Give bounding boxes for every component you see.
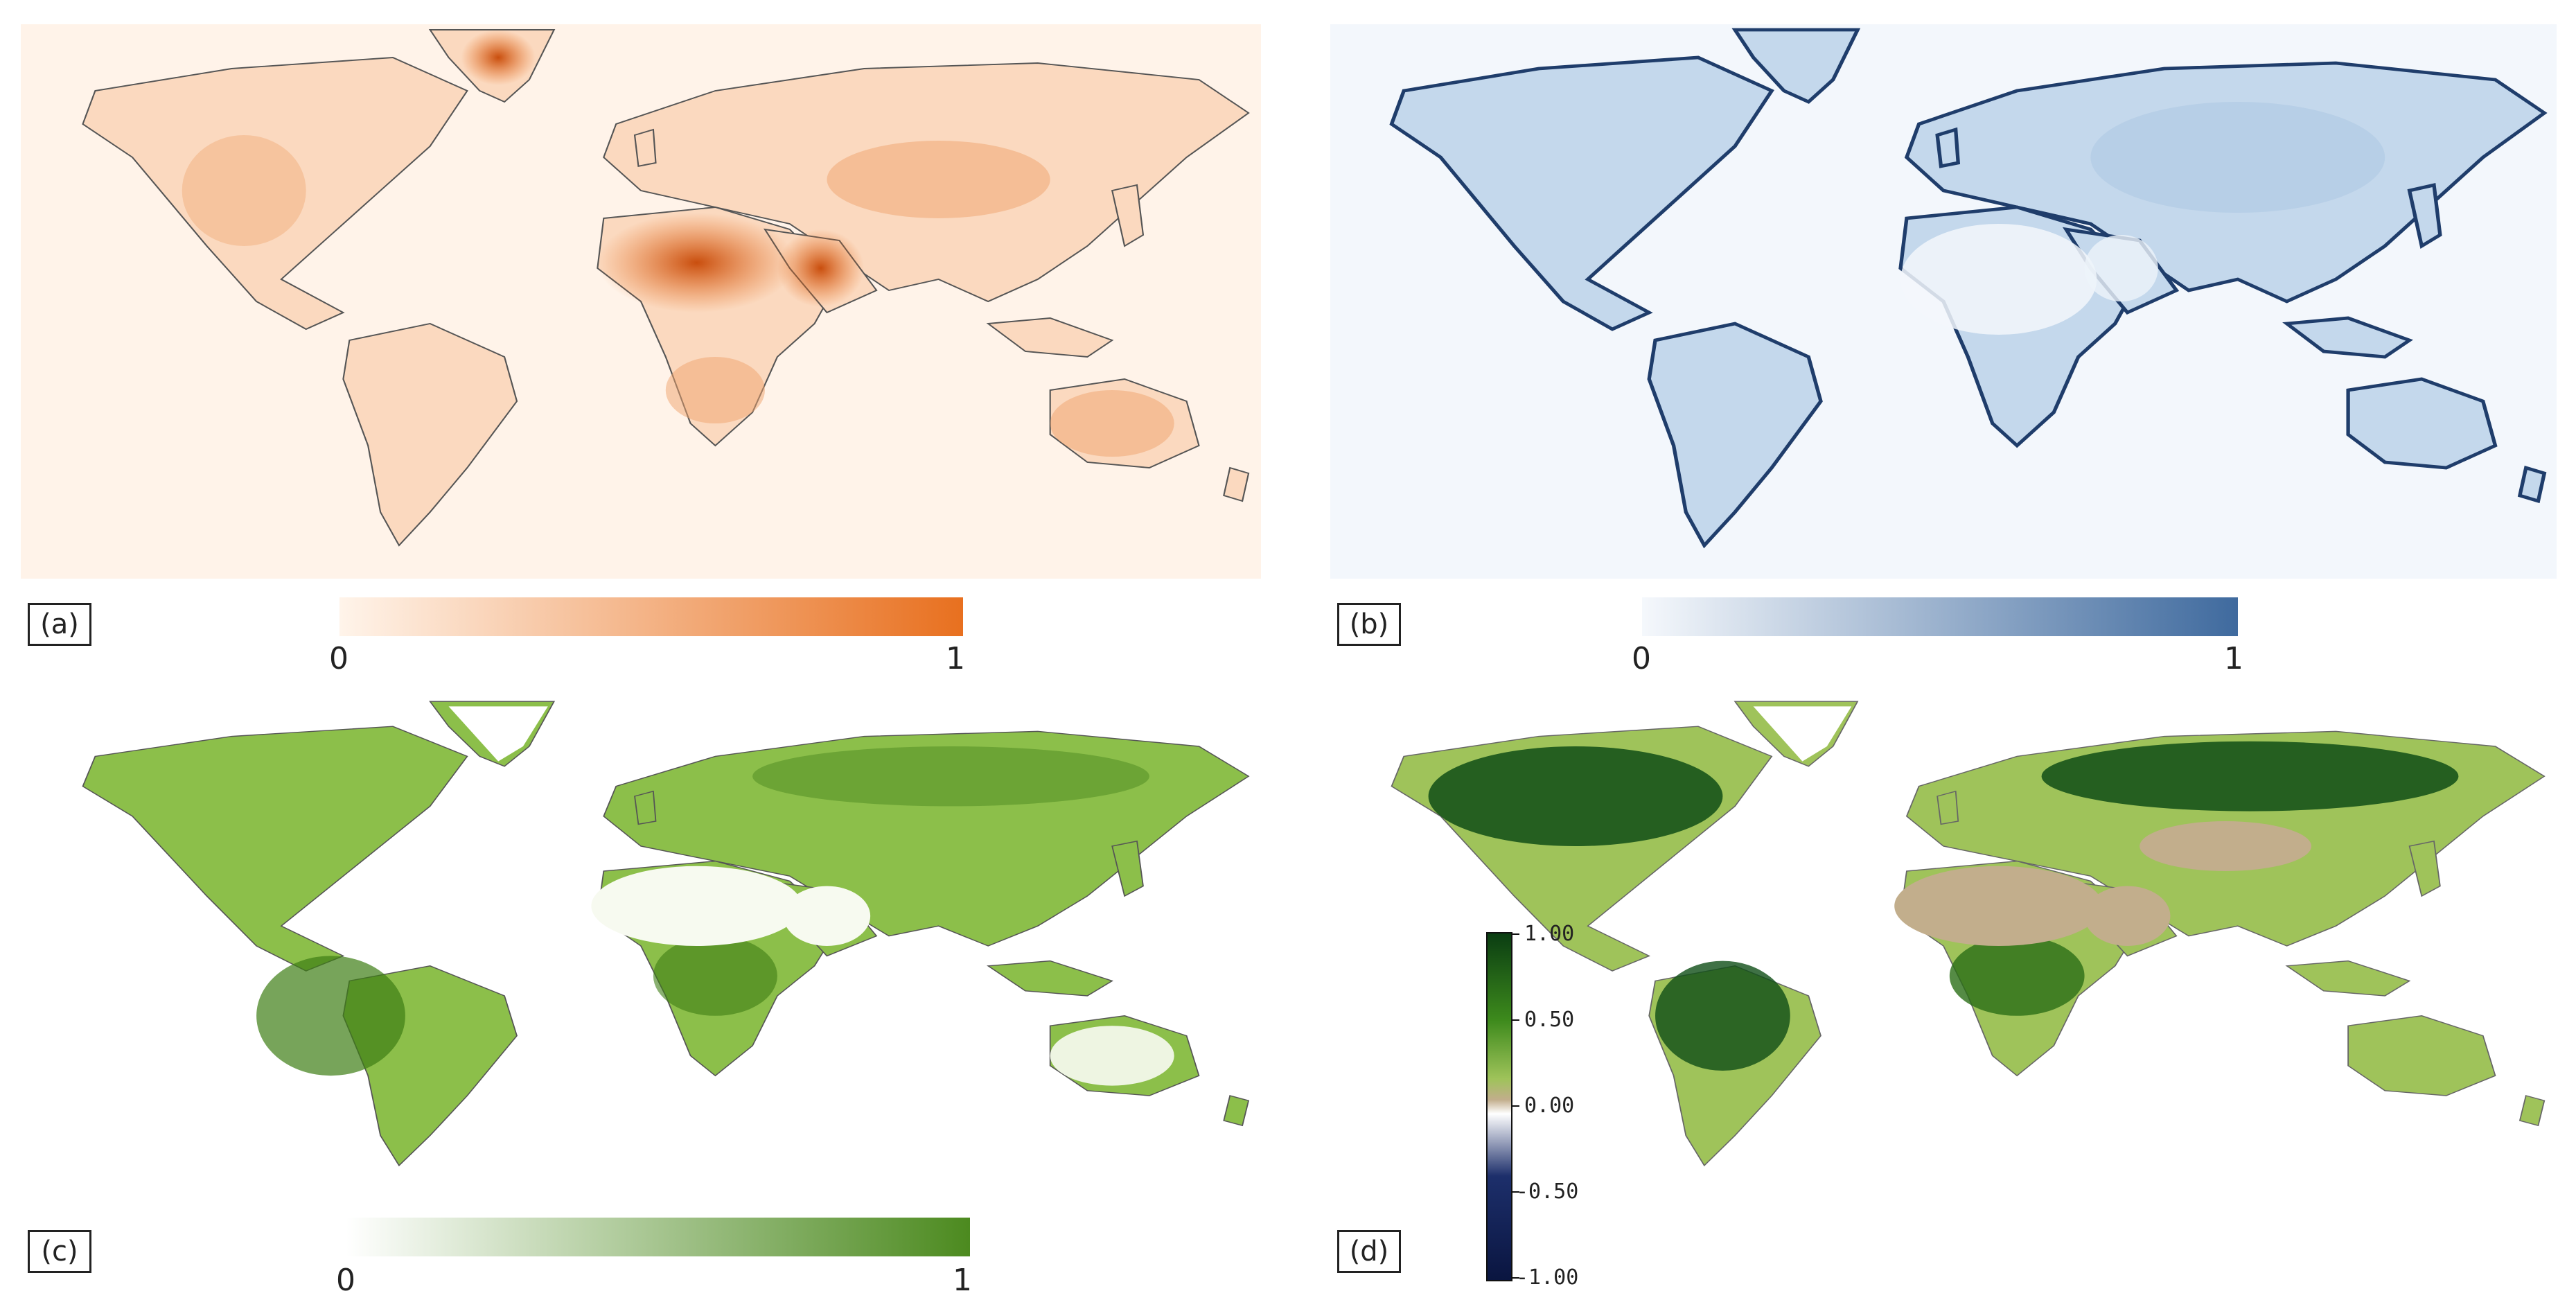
panel-label-c: (c) [28,1230,91,1273]
sahara-hotspot [597,213,796,313]
colorbar-b [1642,597,2238,636]
colorbar-d [1486,932,1512,1281]
sahara-neutral [1894,866,2103,946]
colorbar-d-tick-4: -0.50 [1516,1179,1579,1204]
colorbar-d-tick-2: 0.50 [1524,1008,1575,1032]
colorbar-d-tick-5: -1.00 [1516,1265,1579,1290]
colorbar-c [346,1218,970,1256]
colorbar-b-min: 0 [1632,641,1651,676]
panel-label-a: (a) [28,603,91,646]
sahara-sparse [591,866,802,946]
colorbar-c-max: 1 [953,1263,972,1298]
colorbar-a-max: 1 [946,641,965,676]
colorbar-d-tick-1: 1.00 [1524,922,1575,946]
map-a [21,24,1261,579]
panel-label-d: (d) [1337,1230,1401,1273]
colorbar-a [339,597,963,636]
colorbar-b-max: 1 [2224,641,2243,676]
colorbar-a-min: 0 [329,641,349,676]
panel-label-b: (b) [1337,603,1401,646]
colorbar-d-tick-3: 0.00 [1524,1094,1575,1118]
greenland-hotspot [461,30,536,85]
colorbar-c-min: 0 [336,1263,355,1298]
map-c [21,696,1261,1195]
map-b [1330,24,2557,579]
map-d [1330,696,2557,1195]
arabia-hotspot [777,229,865,307]
